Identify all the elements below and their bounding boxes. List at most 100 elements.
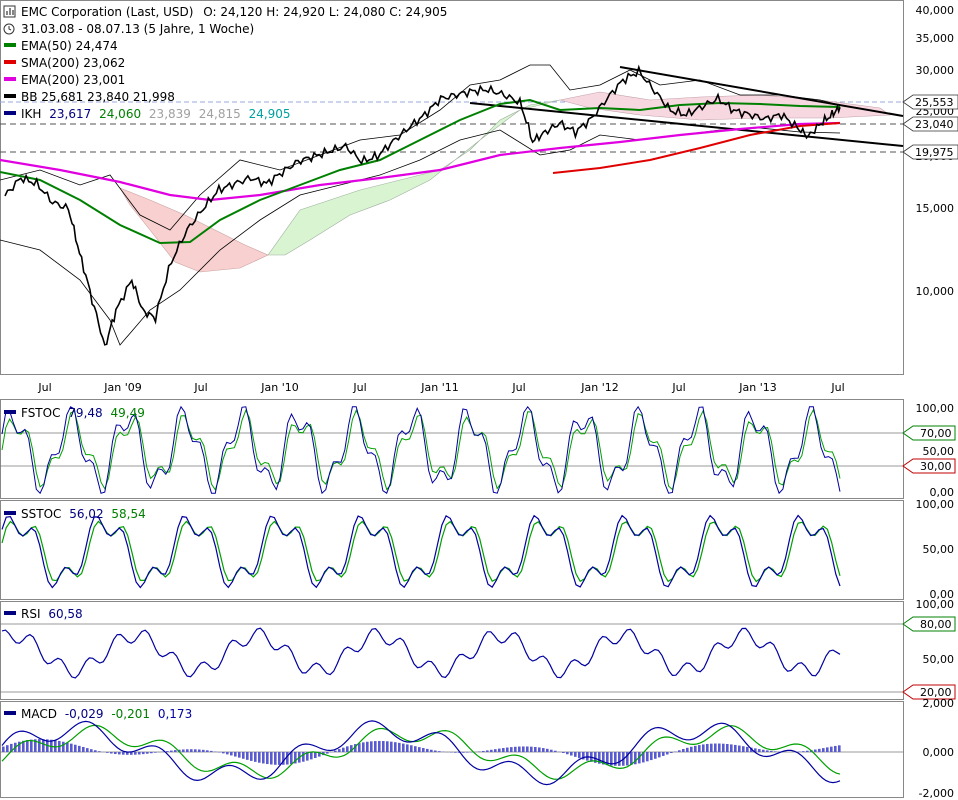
macd-hist-bar [626, 752, 629, 766]
macd-hist-bar [506, 747, 509, 752]
macd-hist-bar [38, 739, 41, 752]
fstoc-tick: 0,00 [930, 486, 955, 499]
macd-hist-bar [182, 749, 185, 752]
macd-hist-bar [582, 752, 585, 760]
macd-hist-bar [234, 752, 237, 757]
trendline-lower [469, 102, 904, 147]
macd-hist-bar [518, 746, 521, 752]
macd-hist-bar [254, 752, 257, 762]
macd-hist-bar [562, 752, 565, 753]
macd-hist-bar [190, 749, 193, 752]
macd-hist-bar [374, 741, 377, 752]
macd-hist-bar [570, 752, 573, 756]
x-tick: Jan '11 [420, 381, 458, 394]
macd-hist-bar [726, 743, 729, 752]
macd-hist-bar [574, 752, 577, 757]
macd-hist-bar [702, 744, 705, 752]
macd-hist-bar [206, 750, 209, 752]
macd-hist-bar [478, 751, 481, 752]
trend-lines [469, 66, 904, 147]
legend-swatch [4, 43, 16, 47]
macd-hist-bar [834, 745, 837, 752]
fstoc-level-70-label: 70,00 [920, 427, 952, 440]
macd-hist-bar [510, 747, 513, 752]
macd-hist-bar [414, 746, 417, 752]
x-tick: Jan '09 [103, 381, 141, 394]
macd-hist-bar [734, 744, 737, 752]
fstoc-tick: 50,00 [923, 445, 955, 458]
macd-hist-bar [546, 748, 549, 752]
macd-hist-bar [226, 752, 229, 755]
macd-hist-bar [266, 752, 269, 765]
ohlc-text: O: 24,120 H: 24,920 L: 24,080 C: 24,905 [203, 5, 447, 19]
macd-hist-bar [402, 743, 405, 752]
clock-hands [8, 26, 12, 31]
title-text: EMC Corporation (Last, USD) [21, 5, 193, 19]
macd-hist-bar [694, 745, 697, 752]
macd-hist-bar [514, 746, 517, 752]
legend-item-ikh: IKH 23,617 24,060 23,839 24,815 24,905 [4, 107, 291, 121]
macd-hist-bar [814, 749, 817, 752]
macd-hist-bar [2, 746, 5, 752]
macd-hist-bar [654, 752, 657, 759]
macd-hist-bar [738, 745, 741, 752]
macd-hist-bar [754, 748, 757, 752]
rsi-flag-80 [902, 616, 956, 632]
macd-hist-bar [658, 752, 661, 758]
macd-hist-bar [154, 752, 157, 753]
macd-hist-bar [230, 752, 233, 756]
x-tick: Jul [671, 381, 685, 394]
macd-hist-bar [362, 742, 365, 752]
macd-hist-bar [110, 752, 113, 754]
macd-hist-bar [30, 739, 33, 752]
macd-hist-bar [282, 752, 285, 765]
macd-hist-bar [338, 749, 341, 752]
macd-hist-bar [458, 752, 461, 753]
rsi-swatch [4, 611, 16, 615]
macd-hist-bar [34, 739, 37, 752]
macd-signal-line [1, 724, 841, 780]
macd-hist-bar [286, 752, 289, 765]
macd-hist-bar [106, 752, 109, 753]
macd-hist-bar [610, 752, 613, 766]
period-text: 31.03.08 - 08.07.13 (5 Jahre, 1 Woche) [21, 22, 254, 36]
macd-hist-bar [318, 752, 321, 757]
macd-hist-bar [602, 752, 605, 765]
macd-hist-bar [462, 752, 465, 753]
fstoc-signal-line [1, 408, 841, 491]
sstoc-signal-line [1, 520, 841, 583]
rsi-label: RSI 60,58 [21, 607, 83, 621]
macd-hist-bar [630, 752, 633, 765]
marker-25553: 25,553 [915, 96, 954, 109]
macd-hist-bar [126, 752, 129, 755]
macd-hist-bar [302, 752, 305, 762]
macd-hist-bar [166, 751, 169, 752]
macd-hist-bar [650, 752, 653, 761]
macd-hist-bar [202, 749, 205, 752]
macd-hist-bar [270, 752, 273, 765]
price-tick: 10,000 [916, 285, 955, 298]
macd-hist-bar [378, 740, 381, 752]
macd-hist-bar [26, 740, 29, 752]
macd-hist-bar [706, 743, 709, 752]
macd-hist-bar [538, 747, 541, 752]
macd-hist-bar [486, 750, 489, 752]
macd-panel: MACD -0,029 -0,201 0,173 2,000 0,000 -2,… [0, 697, 954, 800]
macd-hist-bar [306, 752, 309, 761]
macd-hist-bar [542, 748, 545, 752]
macd-hist-bar [758, 749, 761, 752]
price-tick: 30,000 [916, 64, 955, 77]
price-tick: 15,000 [916, 202, 955, 215]
macd-hist-bar [222, 752, 225, 754]
x-tick: Jan '10 [260, 381, 298, 394]
macd-tick: 0,000 [923, 746, 955, 759]
marker-flag-25553 [902, 94, 958, 110]
x-axis: Jul Jan '09 Jul Jan '10 Jul Jan '11 Jul … [37, 381, 844, 394]
chart-icon-bars [6, 8, 14, 15]
legend-label: EMA(50) 24,474 [21, 39, 118, 53]
macd-hist-bar [314, 752, 317, 759]
macd-hist-bar [750, 747, 753, 752]
macd-hist-bar [806, 750, 809, 752]
macd-hist-bar [98, 751, 101, 752]
marker-19975: 19,975 [915, 146, 954, 159]
